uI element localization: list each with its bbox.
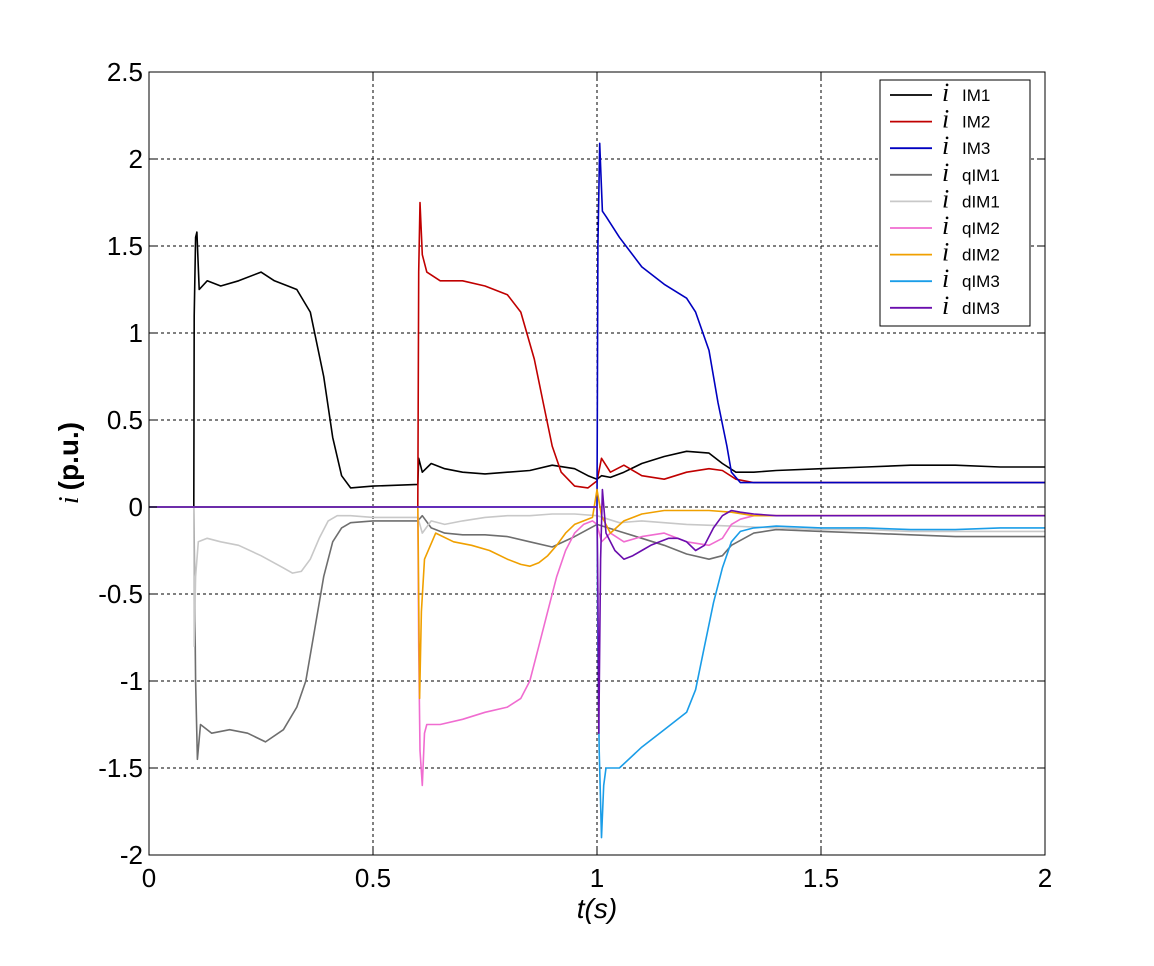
y-tick-label: 1	[129, 318, 143, 348]
series-line-qIM3	[149, 506, 1045, 839]
legend-item-dIM1: i dIM1	[890, 184, 1000, 213]
y-tick-label: 2	[129, 144, 143, 174]
legend-symbol: i	[942, 184, 949, 213]
y-tick-label: -2	[120, 840, 143, 870]
y-tick-label: 0	[129, 492, 143, 522]
legend-label: dIM2	[962, 246, 1000, 265]
legend-symbol: i	[942, 238, 949, 267]
legend-label: qIM3	[962, 272, 1000, 291]
y-axis-symbol: i	[54, 496, 85, 504]
series-line-dIM3	[149, 488, 1045, 735]
y-tick-label: -1.5	[98, 753, 143, 783]
legend-item-dIM3: i dIM3	[890, 291, 1000, 320]
legend-item-qIM3: i qIM3	[890, 264, 1000, 293]
x-tick-label: 1.5	[803, 863, 839, 893]
legend-label: IM3	[962, 139, 990, 158]
y-tick-label: -0.5	[98, 579, 143, 609]
legend-item-qIM2: i qIM2	[890, 211, 1000, 240]
legend-symbol: i	[942, 211, 949, 240]
legend-symbol: i	[942, 264, 949, 293]
legend-symbol: i	[942, 105, 949, 134]
legend-label: dIM1	[962, 192, 1000, 211]
legend-symbol: i	[942, 158, 949, 187]
legend-item-qIM1: i qIM1	[890, 158, 1000, 187]
legend-symbol: i	[942, 291, 949, 320]
ticks	[148, 71, 1046, 856]
legend-label: qIM1	[962, 166, 1000, 185]
y-tick-labels: -2 -1.5 -1 -0.5 0 0.5 1 1.5 2 2.5	[98, 57, 143, 870]
legend-label: IM2	[962, 113, 990, 132]
x-tick-label: 0.5	[355, 863, 391, 893]
x-tick-label: 1	[590, 863, 604, 893]
legend-symbol: i	[942, 78, 949, 107]
x-tick-label: 0	[142, 863, 156, 893]
legend-item-IM1: i IM1	[890, 78, 990, 107]
legend-box	[879, 79, 1031, 327]
legend-item-IM2: i IM2	[890, 105, 990, 134]
series-lines	[149, 142, 1045, 839]
series-line-IM3	[149, 142, 1045, 508]
series-line-qIM1	[149, 506, 1045, 761]
y-tick-label: 2.5	[107, 57, 143, 87]
y-tick-label: 1.5	[107, 231, 143, 261]
x-tick-labels: 0 0.5 1 1.5 2	[142, 863, 1052, 893]
legend-symbol: i	[942, 131, 949, 160]
x-tick-label: 2	[1038, 863, 1052, 893]
y-tick-label: -1	[120, 666, 143, 696]
legend-item-dIM2: i dIM2	[890, 238, 1000, 267]
y-axis-title: i (p.u.)	[53, 422, 85, 504]
legend-label: IM1	[962, 86, 990, 105]
y-axis-unit: (p.u.)	[53, 422, 84, 490]
series-line-IM1	[149, 231, 1045, 508]
x-axis-title: t(s)	[577, 893, 617, 924]
legend-label: qIM2	[962, 219, 1000, 238]
series-line-dIM1	[149, 506, 1045, 648]
legend-label: dIM3	[962, 299, 1000, 318]
y-tick-label: 0.5	[107, 405, 143, 435]
legend-item-IM3: i IM3	[890, 131, 990, 160]
